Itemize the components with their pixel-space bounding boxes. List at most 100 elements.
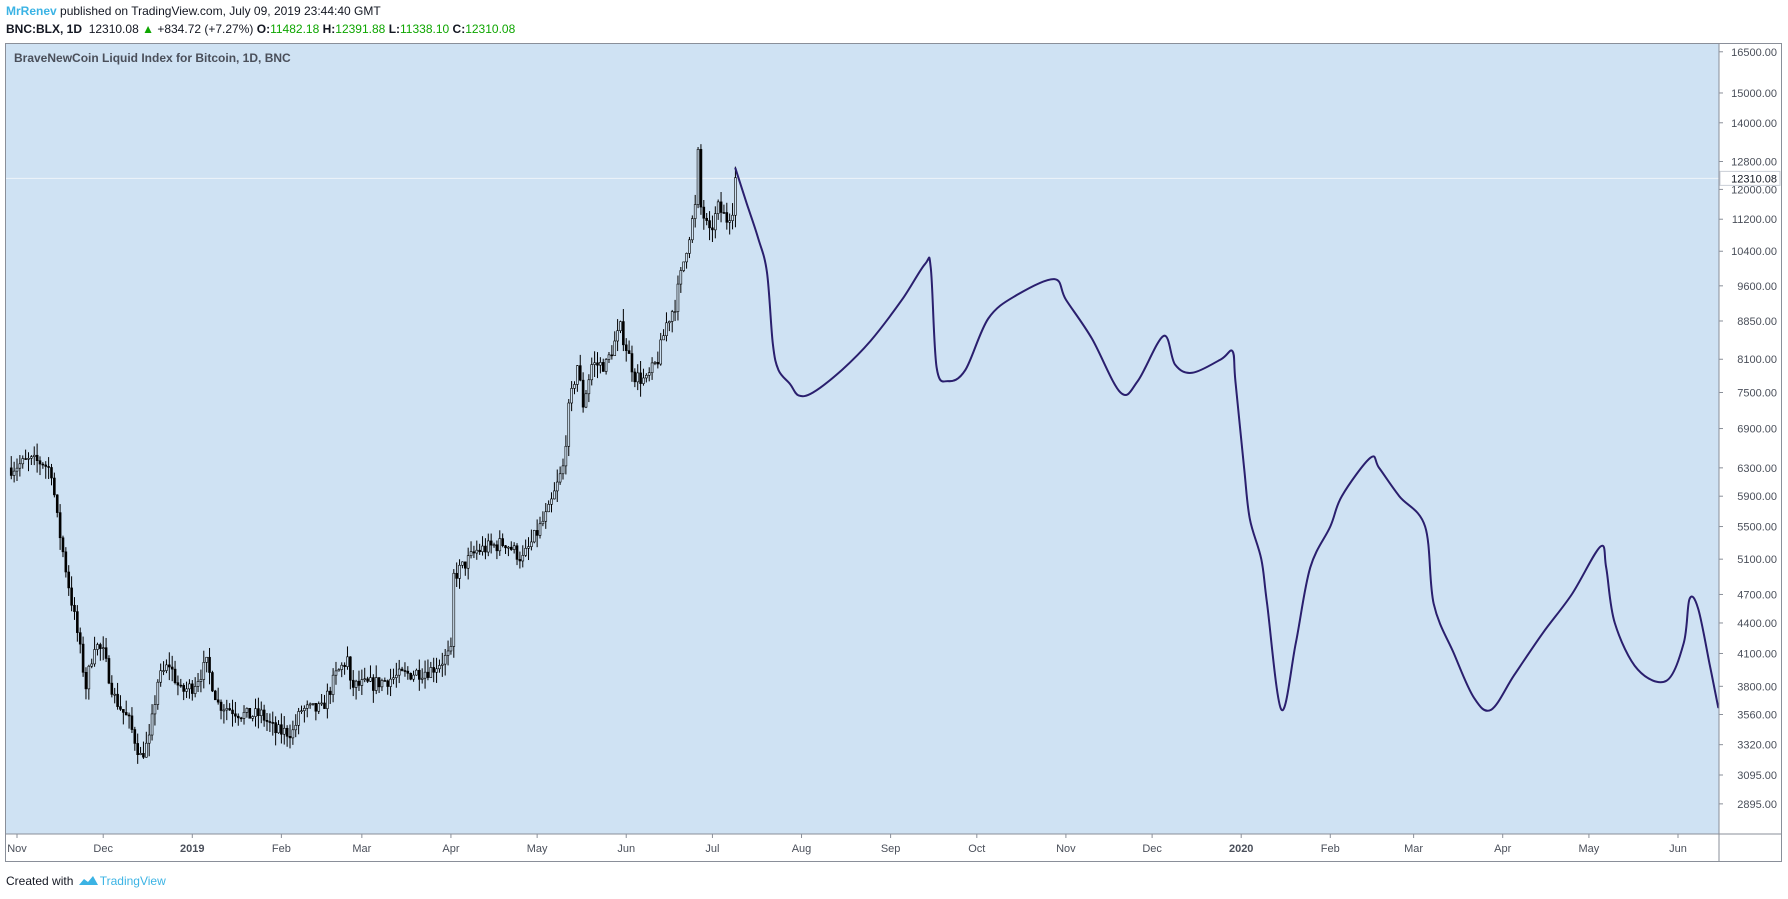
x-tick-label: Jun — [1669, 843, 1687, 855]
candle-body — [581, 379, 585, 408]
candle-body — [357, 680, 361, 686]
high-label: H: — [322, 22, 336, 36]
candle-body — [136, 743, 139, 755]
candle-body — [107, 658, 111, 684]
candle-body — [81, 643, 85, 673]
candle-body — [73, 604, 76, 612]
x-tick-label: Apr — [1494, 843, 1511, 855]
tradingview-cloud-icon — [78, 876, 98, 885]
candle-body — [99, 644, 102, 649]
candle-body — [300, 710, 303, 712]
up-arrow-icon: ▲ — [142, 22, 154, 36]
candle-body — [461, 561, 464, 566]
x-tick-label: Nov — [7, 843, 27, 855]
candle-body — [555, 481, 559, 492]
candle-body — [127, 714, 131, 717]
candle-body — [30, 456, 33, 459]
last-price-tag-label: 12310.08 — [1731, 173, 1777, 185]
candle-body — [291, 729, 295, 739]
symbol-label: BNC:BLX, 1D — [6, 22, 83, 36]
x-tick-label: May — [527, 843, 548, 855]
candle-body — [380, 680, 384, 688]
x-tick-label: Feb — [1321, 843, 1340, 855]
candle-body — [423, 671, 427, 679]
chart-frame[interactable]: 16500.00 15000.00 14000.00 12800.00 12000.00… — [5, 43, 1782, 862]
candle-body — [688, 239, 691, 254]
candle-body — [156, 681, 160, 705]
candle-body — [280, 724, 283, 735]
candle-body — [231, 709, 234, 715]
time-axis[interactable]: Nov Dec 2019 Feb Mar Apr May Jun Jul Aug Sep Oct Nov… — [7, 834, 1687, 855]
candle-body — [190, 683, 194, 694]
chart-title: BraveNewCoin Liquid Index for Bitcoin, 1… — [14, 51, 291, 65]
candle-body — [27, 457, 30, 460]
price-axis[interactable]: 16500.00 15000.00 14000.00 12800.00 12000.00… — [1719, 47, 1777, 811]
candle-body — [328, 690, 332, 695]
author-link[interactable]: MrRenev — [6, 4, 57, 18]
candle-body — [587, 379, 591, 395]
candle-body — [38, 460, 42, 465]
y-tick-label: 14000.00 — [1731, 118, 1777, 130]
candle-body — [12, 470, 16, 476]
candle-body — [570, 388, 573, 404]
candle-body — [435, 668, 438, 673]
candle-body — [208, 656, 211, 673]
candle-body — [610, 354, 614, 357]
candle-body — [9, 467, 13, 476]
candle-body — [590, 364, 594, 381]
candle-body — [142, 753, 145, 758]
candle-body — [616, 330, 619, 342]
candle-body — [219, 701, 223, 711]
candle-body — [176, 682, 180, 686]
candle-body — [110, 682, 114, 695]
candle-body — [564, 445, 568, 467]
candle-body — [708, 220, 711, 229]
y-tick-label: 3560.00 — [1737, 710, 1777, 722]
candle-body — [722, 212, 726, 214]
candle-body — [35, 454, 39, 461]
candle-body — [624, 344, 628, 351]
y-tick-label: 7500.00 — [1737, 388, 1777, 400]
x-tick-label: Apr — [442, 843, 459, 855]
y-tick-label: 4400.00 — [1737, 618, 1777, 630]
candle-body — [165, 664, 168, 671]
candle-body — [535, 530, 539, 536]
candle-body — [340, 664, 344, 670]
x-tick-label: Feb — [272, 843, 291, 855]
candle-body — [507, 546, 510, 549]
y-tick-label: 3320.00 — [1737, 740, 1777, 752]
candle-body — [326, 690, 329, 709]
candle-body — [44, 464, 48, 467]
y-tick-label: 4100.00 — [1737, 648, 1777, 660]
candle-body — [420, 677, 424, 680]
candle-body — [58, 512, 62, 539]
candle-body — [527, 546, 530, 549]
x-tick-label: Aug — [792, 843, 812, 855]
y-tick-label: 9600.00 — [1737, 281, 1777, 293]
candle-body — [222, 709, 226, 712]
price-chart[interactable]: 16500.00 15000.00 14000.00 12800.00 12000.00… — [6, 44, 1781, 861]
candle-body — [349, 656, 352, 681]
candle-body — [415, 669, 418, 676]
candle-body — [53, 477, 56, 496]
candle-body — [455, 572, 458, 579]
candle-body — [438, 665, 441, 670]
candle-body — [383, 680, 387, 682]
candlestick-series — [9, 144, 737, 764]
publish-header: MrRenev published on TradingView.com, Ju… — [6, 4, 1766, 37]
candle-body — [676, 283, 680, 312]
candle-body — [731, 214, 734, 221]
candle-body — [679, 270, 683, 285]
candle-body — [366, 678, 369, 682]
tradingview-brand-link[interactable]: TradingView — [99, 874, 166, 888]
candle-body — [61, 537, 65, 553]
candle-body — [24, 458, 27, 460]
candle-body — [162, 670, 165, 672]
candle-body — [711, 227, 714, 231]
candle-body — [645, 374, 648, 379]
plot-area[interactable] — [6, 44, 1719, 834]
candle-body — [262, 709, 266, 721]
last-price-tag: 12310.08 — [1719, 170, 1781, 186]
candle-body — [716, 201, 720, 214]
candle-body — [489, 540, 493, 546]
